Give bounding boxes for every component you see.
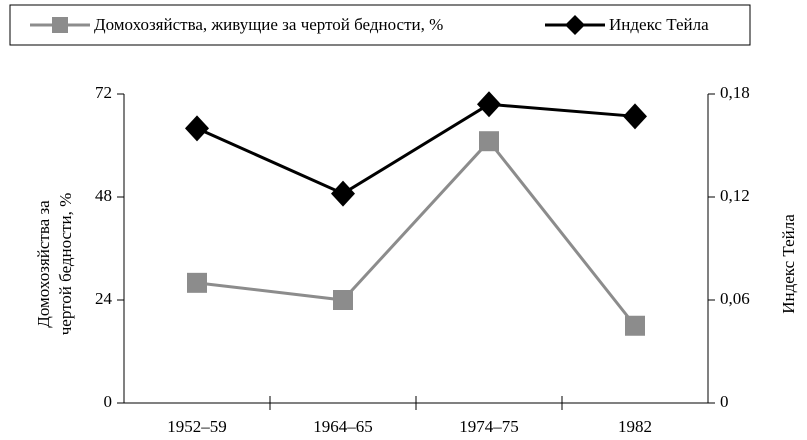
- y-tick-label: 0: [104, 392, 113, 411]
- legend-label: Индекс Тейла: [609, 15, 709, 34]
- y-tick-label: 72: [95, 83, 112, 102]
- y2-tick-label: 0,12: [720, 186, 750, 205]
- x-tick-label: 1952–59: [167, 417, 227, 436]
- point: [187, 272, 207, 293]
- point: [333, 290, 353, 310]
- legend-marker: [565, 15, 585, 35]
- y2-tick-label: 0: [720, 392, 729, 411]
- point: [331, 180, 355, 207]
- y-tick-label: 48: [95, 186, 112, 205]
- legend-marker: [52, 17, 68, 33]
- y-axis-label: Домохозяйства за чертой бедности, %: [34, 193, 75, 336]
- y2-axis-label: Индекс Тейла: [779, 214, 798, 314]
- legend-box: [9, 4, 751, 46]
- legend-label: Домохозяйства, живущие за чертой бедност…: [94, 15, 443, 34]
- point: [625, 315, 645, 336]
- series-line: [196, 138, 637, 327]
- point: [479, 131, 499, 152]
- y2-tick-label: 0,06: [720, 289, 750, 308]
- y-tick-label: 24: [95, 289, 113, 308]
- point: [623, 103, 647, 130]
- series-line: [196, 102, 636, 196]
- point: [477, 91, 501, 118]
- x-tick-label: 1974–75: [459, 417, 519, 436]
- x-tick-label: 1964–65: [313, 417, 373, 436]
- point: [185, 115, 209, 142]
- y2-tick-label: 0,18: [720, 83, 750, 102]
- x-tick-label: 1982: [618, 417, 652, 436]
